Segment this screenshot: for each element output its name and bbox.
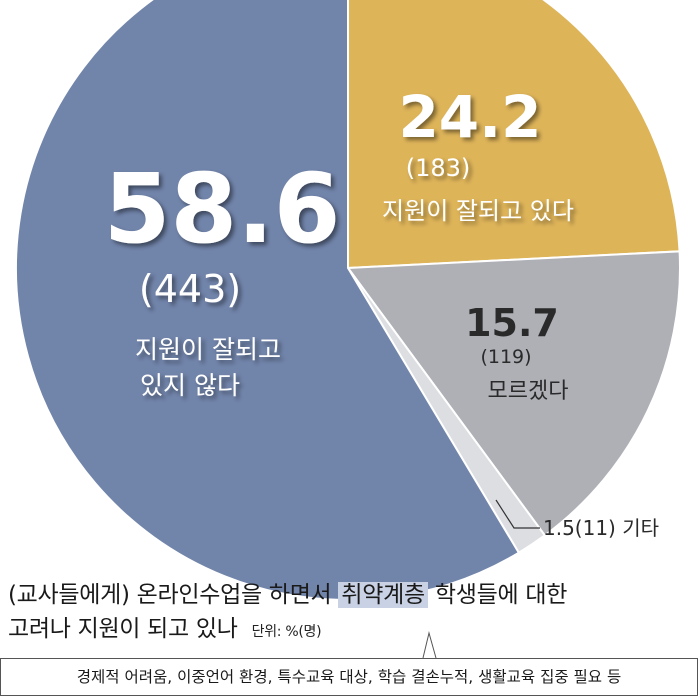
slice-count-183: (183) (406, 154, 471, 182)
slice-value-15-7: 15.7 (465, 301, 559, 345)
slice-count-119: (119) (480, 346, 531, 368)
slice-count-443: (443) (139, 267, 241, 311)
slice-label-dont-know: 모르겠다 (488, 379, 569, 404)
question-line-2: 고려나 지원이 되고 있나 (8, 616, 238, 642)
slice-value-58-6: 58.6 (104, 153, 341, 265)
slice-value-24-2: 24.2 (398, 83, 541, 151)
question-part-1: (교사들에게) 온라인수업을 하면서 (8, 582, 339, 608)
slice-leader-line (495, 499, 540, 529)
unit-label: 단위: %(명) (251, 624, 322, 640)
pie-slice-24-2 (347, 0, 681, 270)
pie-slice-15-7 (346, 250, 681, 537)
slice-label-supported: 지원이 잘되고 있다 (382, 197, 574, 225)
slice-label-not-supported-2: 있지 않다 (140, 371, 240, 400)
slice-label-not-supported-1: 지원이 잘되고 (135, 335, 281, 364)
slice-label-other: 1.5(11) 기타 (543, 516, 659, 540)
question-highlight: 취약계층 (338, 582, 428, 608)
footnote-pointer (422, 631, 437, 659)
footnote-box: 경제적 어려움, 이중언어 환경, 특수교육 대상, 학습 결손누적, 생활교육… (0, 658, 698, 696)
survey-question: (교사들에게) 온라인수업을 하면서 취약계층 학생들에 대한 고려나 지원이 … (8, 578, 698, 649)
question-part-2: 학생들에 대한 (427, 582, 568, 608)
